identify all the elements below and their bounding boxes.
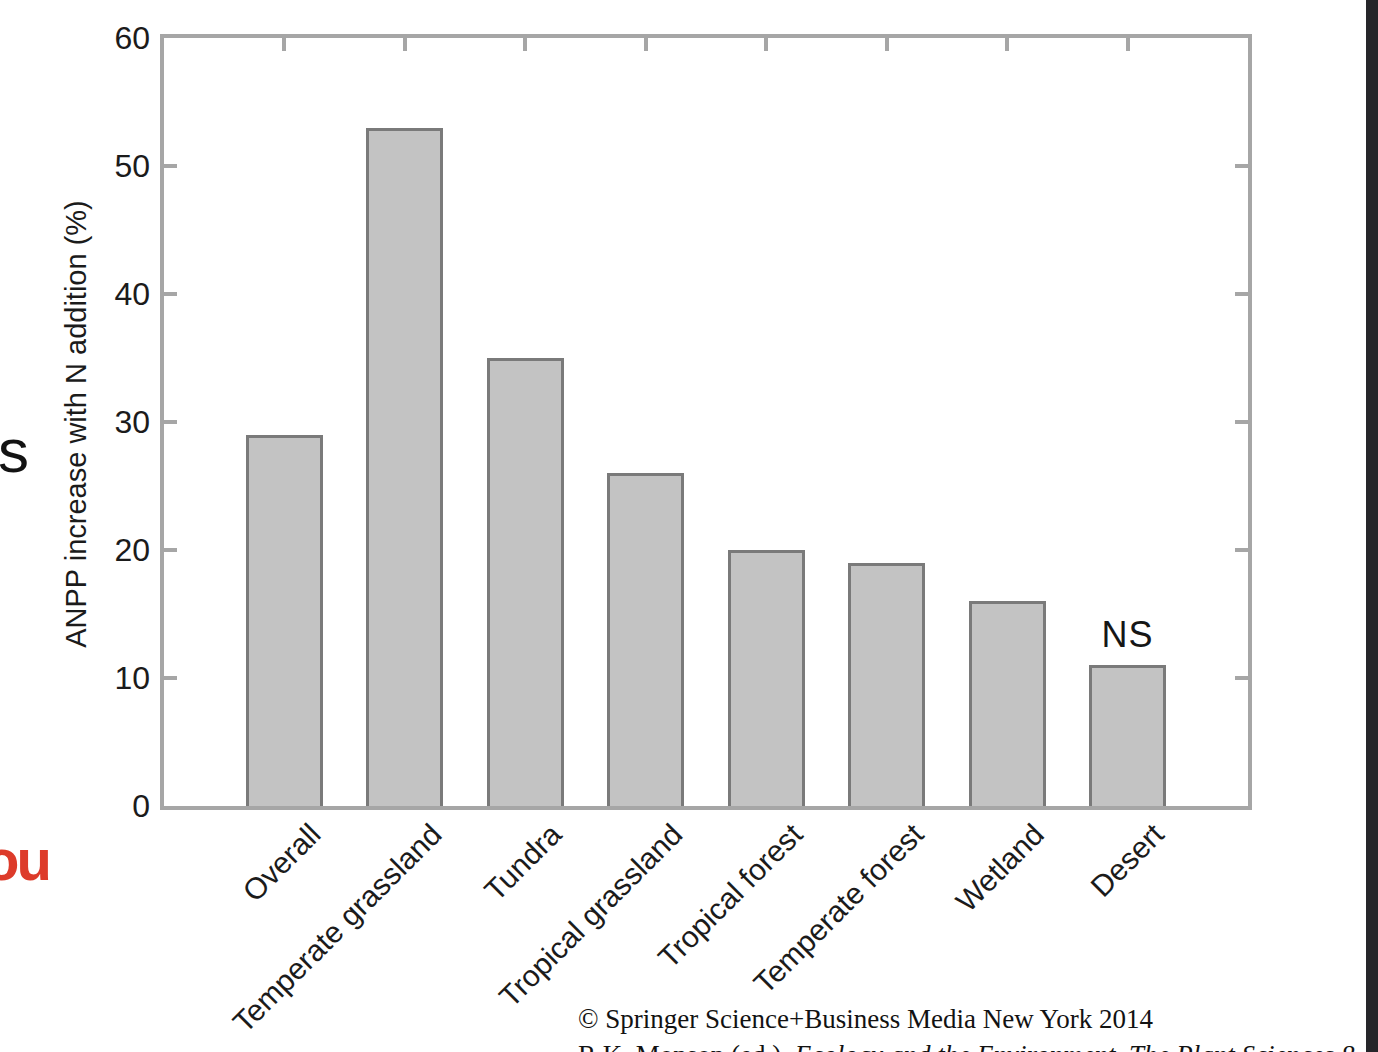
y-tick-mark	[164, 676, 177, 680]
y-tick-label: 50	[40, 147, 150, 185]
y-tick-mark	[1235, 676, 1248, 680]
y-tick-label: 60	[40, 19, 150, 57]
x-tick-mark	[403, 38, 407, 51]
bar-desert	[1089, 665, 1166, 806]
bar-tundra	[487, 358, 564, 806]
window-edge-strip	[1366, 0, 1378, 1052]
x-category-label: Overall	[237, 818, 327, 908]
x-category-label: Wetland	[950, 818, 1050, 918]
caption-copyright: © Springer Science+Business Media New Yo…	[578, 1004, 1153, 1035]
x-category-label: Tundra	[479, 818, 568, 907]
cropped-text-fragment-s: s	[0, 420, 29, 482]
bar-tropical-forest	[728, 550, 805, 806]
x-tick-mark	[1126, 38, 1130, 51]
x-tick-mark	[764, 38, 768, 51]
y-tick-mark	[1235, 292, 1248, 296]
caption-citation-title: Ecology and the Environment, The Plant S…	[795, 1040, 1355, 1052]
x-category-label: Desert	[1085, 818, 1170, 903]
x-tick-mark	[644, 38, 648, 51]
x-category-label: Temperate grassland	[227, 818, 448, 1039]
x-tick-mark	[885, 38, 889, 51]
y-tick-label: 40	[40, 275, 150, 313]
bar-tropical-grassland	[607, 473, 684, 806]
caption-citation: R.K. Monson (ed.), Ecology and the Envir…	[578, 1040, 1355, 1052]
y-tick-mark	[164, 292, 177, 296]
bar-temperate-forest	[848, 563, 925, 806]
x-tick-mark	[523, 38, 527, 51]
y-tick-label: 10	[40, 659, 150, 697]
y-tick-label: 20	[40, 531, 150, 569]
plot-area	[160, 34, 1252, 810]
y-tick-label: 30	[40, 403, 150, 441]
cropped-text-fragment-ou: ou	[0, 831, 49, 889]
x-tick-mark	[282, 38, 286, 51]
y-tick-mark	[164, 548, 177, 552]
y-tick-mark	[164, 164, 177, 168]
bar-overall	[246, 435, 323, 806]
caption-citation-editor: R.K. Monson (ed.),	[578, 1040, 795, 1052]
bar-temperate-grassland	[366, 128, 443, 806]
y-tick-mark	[1235, 420, 1248, 424]
bar-wetland	[969, 601, 1046, 806]
y-tick-mark	[1235, 548, 1248, 552]
screenshot-canvas: ANPP increase with N addition (%) 010203…	[0, 0, 1378, 1052]
y-tick-label: 0	[40, 787, 150, 825]
ns-annotation: NS	[1102, 614, 1154, 656]
y-tick-mark	[164, 420, 177, 424]
x-tick-mark	[1005, 38, 1009, 51]
y-tick-mark	[1235, 164, 1248, 168]
